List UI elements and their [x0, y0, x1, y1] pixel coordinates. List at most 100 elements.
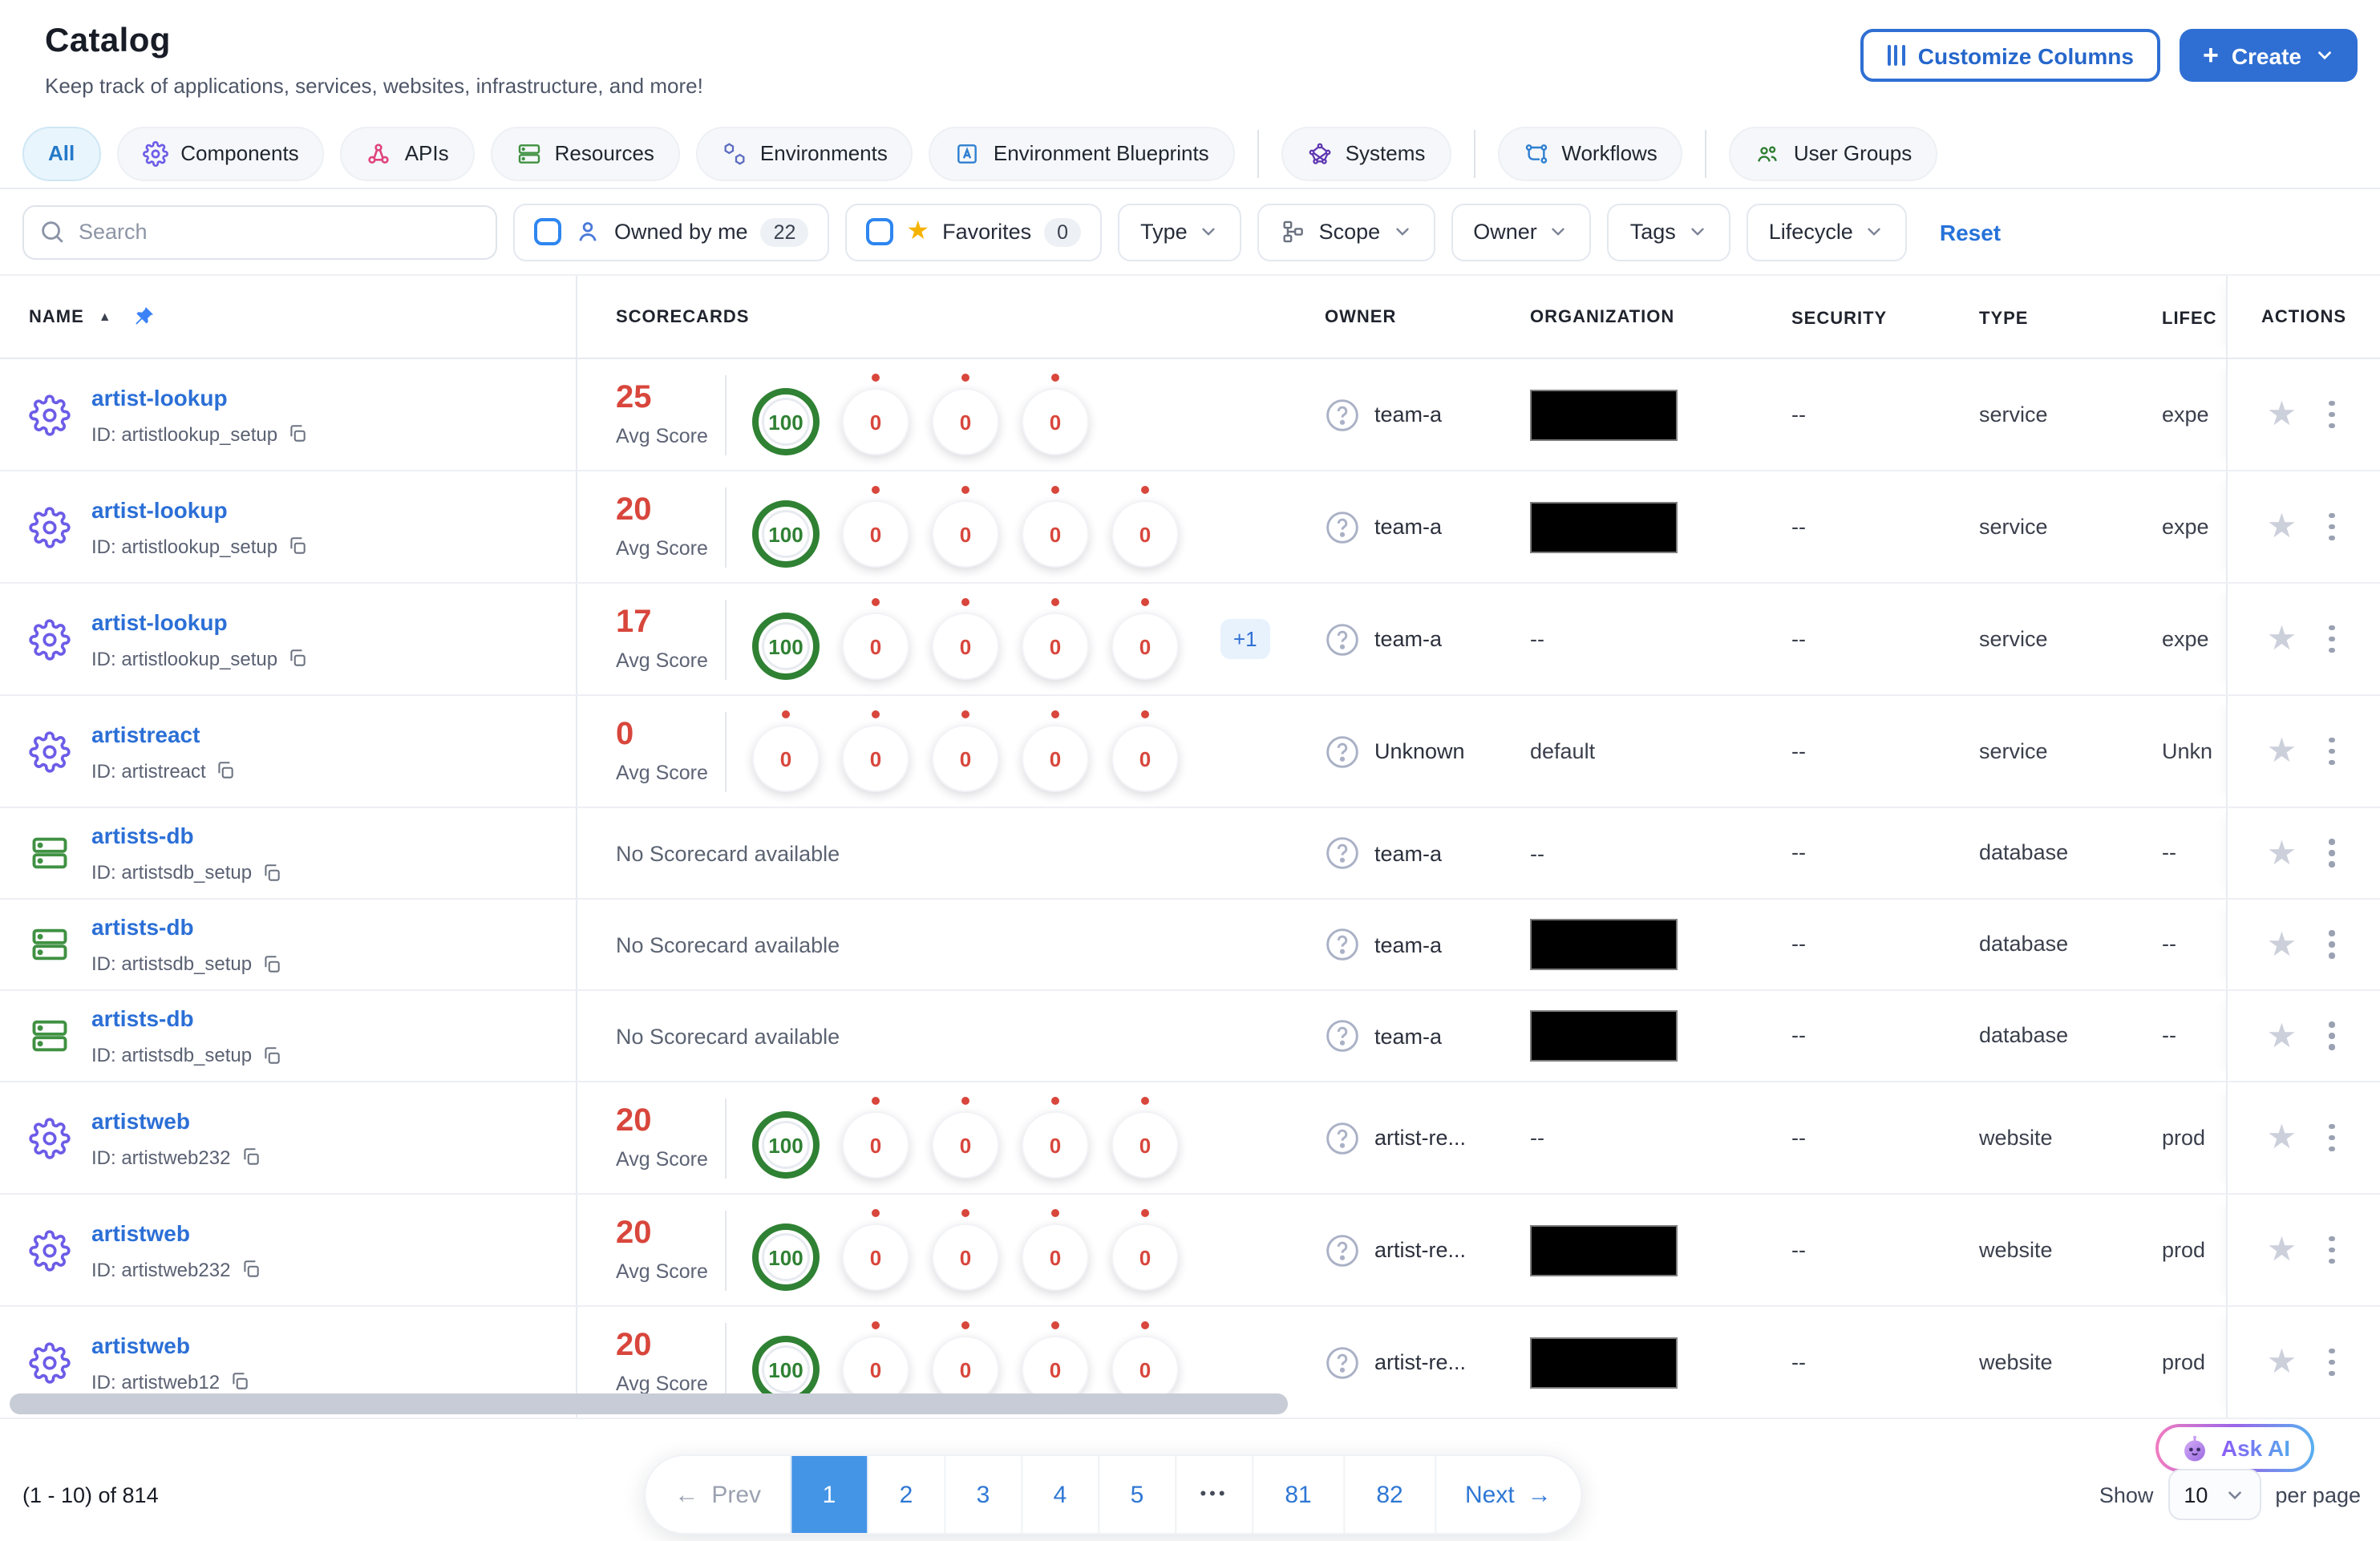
owned-by-me-filter[interactable]: Owned by me 22 [513, 203, 830, 261]
scorecard-badge[interactable]: 0 [752, 725, 820, 792]
favorite-star-button[interactable]: ★ [2266, 396, 2297, 433]
scorecard-badge[interactable]: 0 [842, 613, 909, 680]
entity-name-link[interactable]: artist-lookup [91, 384, 228, 410]
pagination-page-1[interactable]: 1 [790, 1456, 867, 1533]
row-menu-button[interactable] [2322, 394, 2341, 435]
favorite-star-button[interactable]: ★ [2266, 1344, 2297, 1381]
tab-workflows[interactable]: Workflows [1497, 126, 1683, 180]
copy-icon[interactable] [287, 648, 308, 669]
pagination-page-3[interactable]: 3 [944, 1456, 1021, 1533]
scorecard-badge[interactable]: 0 [842, 725, 909, 792]
scorecard-badge[interactable]: 0 [842, 1223, 909, 1291]
sort-ascending-icon[interactable]: ▲ [98, 309, 111, 324]
scorecard-badge[interactable]: 0 [932, 1223, 999, 1291]
filter-dropdown-owner[interactable]: Owner [1451, 203, 1592, 261]
search-input[interactable] [22, 204, 497, 259]
tab-resources[interactable]: Resources [490, 126, 680, 180]
scorecard-badge[interactable]: 0 [842, 1111, 909, 1179]
favorite-star-button[interactable]: ★ [2266, 1232, 2297, 1268]
scorecard-badge[interactable]: 100 [752, 1336, 820, 1403]
row-menu-button[interactable] [2322, 619, 2341, 660]
favorite-star-button[interactable]: ★ [2266, 1017, 2297, 1054]
pagination-prev-button[interactable]: ← Prev [646, 1456, 790, 1533]
tab-all[interactable]: All [22, 126, 101, 180]
pagination-page-81[interactable]: 81 [1252, 1456, 1343, 1533]
row-menu-button[interactable] [2322, 924, 2341, 965]
scorecard-badge[interactable]: 0 [842, 500, 909, 568]
favorite-star-button[interactable]: ★ [2266, 926, 2297, 963]
scorecard-badge[interactable]: 0 [1022, 500, 1089, 568]
pagination-page-82[interactable]: 82 [1343, 1456, 1435, 1533]
favorite-star-button[interactable]: ★ [2266, 835, 2297, 872]
entity-name-link[interactable]: artist-lookup [91, 609, 228, 634]
tab-components[interactable]: Components [116, 126, 325, 180]
row-menu-button[interactable] [2322, 1230, 2341, 1271]
reset-filters-link[interactable]: Reset [1939, 219, 2002, 245]
column-header-name[interactable]: NAME ▲ [0, 276, 577, 358]
scorecard-badge[interactable]: 100 [752, 1111, 820, 1179]
page-size-select[interactable]: 10 [2168, 1469, 2261, 1520]
copy-icon[interactable] [240, 1147, 261, 1167]
pagination-next-button[interactable]: Next → [1435, 1456, 1581, 1533]
pagination-page-2[interactable]: 2 [867, 1456, 944, 1533]
entity-name-link[interactable]: artistweb [91, 1107, 190, 1133]
scorecard-badge[interactable]: 0 [1111, 613, 1179, 680]
scorecard-badge[interactable]: 100 [752, 500, 820, 568]
tab-environment-blueprints[interactable]: Environment Blueprints [929, 126, 1235, 180]
copy-icon[interactable] [216, 760, 237, 781]
scorecard-badge[interactable]: 0 [932, 1111, 999, 1179]
pagination-page-4[interactable]: 4 [1021, 1456, 1098, 1533]
customize-columns-button[interactable]: Customize Columns [1860, 29, 2161, 82]
copy-icon[interactable] [261, 953, 282, 974]
row-menu-button[interactable] [2322, 833, 2341, 874]
scorecard-badge[interactable]: 100 [752, 1223, 820, 1291]
scorecard-badge[interactable]: 0 [1111, 725, 1179, 792]
scorecard-badge[interactable]: 0 [1111, 1111, 1179, 1179]
favorites-checkbox[interactable] [866, 218, 894, 245]
more-scorecards-badge[interactable]: +1 [1220, 619, 1270, 659]
scorecard-badge[interactable]: 0 [1022, 613, 1089, 680]
scorecard-badge[interactable]: 0 [1111, 1223, 1179, 1291]
scorecard-badge[interactable]: 0 [842, 388, 909, 455]
scorecard-badge[interactable]: 0 [932, 725, 999, 792]
scorecard-badge[interactable]: 0 [1022, 725, 1089, 792]
row-menu-button[interactable] [2322, 1118, 2341, 1159]
filter-dropdown-lifecycle[interactable]: Lifecycle [1746, 203, 1908, 261]
entity-name-link[interactable]: artists-db [91, 823, 194, 848]
tab-user-groups[interactable]: User Groups [1729, 126, 1938, 180]
copy-icon[interactable] [287, 423, 308, 444]
favorite-star-button[interactable]: ★ [2266, 1119, 2297, 1156]
owned-by-me-checkbox[interactable] [534, 218, 561, 245]
copy-icon[interactable] [229, 1371, 250, 1392]
scorecard-badge[interactable]: 0 [1111, 1336, 1179, 1403]
entity-name-link[interactable]: artistweb [91, 1332, 190, 1357]
ask-ai-button[interactable]: Ask AI [2155, 1424, 2314, 1472]
row-menu-button[interactable] [2322, 507, 2341, 548]
tab-systems[interactable]: Systems [1281, 126, 1451, 180]
entity-name-link[interactable]: artists-db [91, 1005, 194, 1031]
pin-icon[interactable] [132, 305, 156, 329]
filter-dropdown-type[interactable]: Type [1118, 203, 1242, 261]
entity-name-link[interactable]: artistreact [91, 721, 200, 746]
scorecard-badge[interactable]: 0 [1022, 1111, 1089, 1179]
copy-icon[interactable] [261, 862, 282, 883]
row-menu-button[interactable] [2322, 1342, 2341, 1383]
create-button[interactable]: + Create [2180, 29, 2358, 82]
copy-icon[interactable] [240, 1259, 261, 1280]
copy-icon[interactable] [261, 1045, 282, 1066]
tab-environments[interactable]: Environments [695, 126, 913, 180]
scorecard-badge[interactable]: 0 [932, 500, 999, 568]
scorecard-badge[interactable]: 100 [752, 613, 820, 680]
tab-apis[interactable]: APIs [340, 126, 475, 180]
entity-name-link[interactable]: artists-db [91, 914, 194, 940]
favorite-star-button[interactable]: ★ [2266, 621, 2297, 657]
scorecard-badge[interactable]: 0 [1111, 500, 1179, 568]
favorite-star-button[interactable]: ★ [2266, 733, 2297, 770]
row-menu-button[interactable] [2322, 731, 2341, 772]
filter-dropdown-scope[interactable]: Scope [1257, 203, 1435, 261]
scorecard-badge[interactable]: 0 [932, 388, 999, 455]
entity-name-link[interactable]: artistweb [91, 1219, 190, 1245]
filter-dropdown-tags[interactable]: Tags [1607, 203, 1730, 261]
row-menu-button[interactable] [2322, 1016, 2341, 1057]
pagination-page-5[interactable]: 5 [1098, 1456, 1175, 1533]
